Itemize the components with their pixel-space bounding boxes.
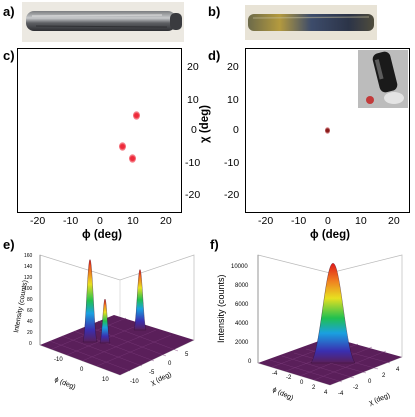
- panel-label-d: d): [208, 48, 221, 63]
- plot-e-phitick-m10: -10: [54, 357, 63, 363]
- plot-e-ztick-0: 0: [29, 341, 32, 347]
- plot-e-ztick-80: 80: [27, 297, 33, 303]
- plot-e-ztick-20: 20: [27, 330, 33, 336]
- plot-d-xtick-10: 10: [355, 215, 367, 227]
- metal-rod-image: [26, 11, 182, 31]
- inset-photo: [358, 50, 408, 108]
- plot-d-ytick-m20: -20: [224, 189, 240, 201]
- plot-f-chitick-m2: -2: [353, 385, 359, 391]
- plot-f-ylabel: χ (deg): [368, 392, 391, 407]
- plot-e-chitick-5: 5: [185, 352, 189, 358]
- panel-label-f: f): [210, 237, 219, 252]
- plot-f-zlabel: Intensity (counts): [216, 274, 226, 343]
- plot-c-ytick-0: 0: [191, 124, 197, 136]
- plot-f-xlabel: ϕ (deg): [271, 386, 294, 402]
- plot-c-xtick-20: 20: [160, 215, 172, 227]
- panel-label-c: c): [3, 48, 15, 63]
- photo-a: [22, 2, 184, 42]
- plot-c-data-layer: [18, 49, 181, 212]
- plot-f-peak-1: [310, 263, 356, 364]
- plot-e-ztick-100: 100: [24, 286, 33, 292]
- plot-c-ytick-20: 20: [187, 61, 199, 73]
- plot-e-ztick-40: 40: [27, 319, 33, 325]
- sample-holder-image: [358, 50, 408, 108]
- plot-f-ztick-10000: 10000: [231, 264, 248, 270]
- plot-d-ytick-10: 10: [227, 94, 239, 106]
- plot-c-xtick-0: 0: [97, 215, 103, 227]
- plot-d-xtick-20: 20: [388, 215, 400, 227]
- plot-e-ztick-160: 160: [24, 253, 33, 259]
- plot-d-xtick-0: 0: [325, 215, 331, 227]
- plot-d-ytick-m10: -10: [224, 157, 240, 169]
- plot-f-ztick-8000: 8000: [235, 283, 249, 289]
- plot-e-ztick-60: 60: [27, 308, 33, 314]
- plot-e-peak-3: [133, 269, 147, 331]
- panel-label-a: a): [3, 4, 15, 19]
- diffraction-spot: [133, 111, 141, 121]
- panel-label-e: e): [3, 237, 15, 252]
- plot-e-phitick-10: 10: [102, 377, 109, 383]
- plot-f-chitick-4: 4: [396, 367, 400, 373]
- plot-c-ytick-10: 10: [187, 94, 199, 106]
- plot-d-ylabel: χ (deg): [198, 105, 211, 143]
- plot-c-xlabel: ϕ (deg): [82, 229, 122, 241]
- diffraction-spot: [128, 153, 136, 163]
- plot-f-chitick-2: 2: [382, 373, 386, 379]
- plot-f-phitick-0: 0: [300, 380, 304, 386]
- plot-e-peak-2: [99, 298, 111, 344]
- plot-f-surface: 0 2000 4000 6000 8000 10000 Intensity (c…: [216, 254, 403, 407]
- plot-d-axes: [245, 48, 410, 213]
- plot-f-phitick-4: 4: [324, 390, 328, 396]
- plot-e-chitick-m5: -5: [149, 370, 155, 376]
- plot-e-phitick-0: 0: [80, 367, 84, 373]
- plot-f-chitick-0: 0: [368, 379, 372, 385]
- plot-d-ytick-20: 20: [227, 61, 239, 73]
- plot-e-ztick-120: 120: [24, 275, 33, 281]
- plot-f-ztick-0: 0: [248, 359, 252, 365]
- diffraction-spot: [118, 142, 126, 152]
- plot-e-xlabel: ϕ (deg): [53, 376, 76, 391]
- plot-c-ytick-m10: -10: [185, 157, 201, 169]
- plot-c-xtick-m10: -10: [63, 215, 79, 227]
- plot-f-phitick-m4: -4: [272, 371, 278, 377]
- diffraction-spot: [325, 127, 330, 134]
- panel-label-b: b): [208, 4, 221, 19]
- plot-d-data-layer: [246, 49, 409, 212]
- plot-c-xtick-m20: -20: [30, 215, 46, 227]
- photo-b: [245, 5, 377, 40]
- plot-f-phitick-m2: -2: [286, 375, 292, 381]
- plot-c-axes: [17, 48, 182, 213]
- plot-e-peak-1: [82, 259, 98, 343]
- plot-c-xtick-10: 10: [127, 215, 139, 227]
- plot-d-ytick-0: 0: [233, 124, 239, 136]
- plot-d-xlabel: ϕ (deg): [310, 229, 350, 241]
- plot-e-surface: 0 20 40 60 80 100 120 140 160 Intensity …: [13, 253, 195, 391]
- plot-f-chitick-m4: -4: [338, 391, 344, 397]
- plot-d-xtick-m10: -10: [291, 215, 307, 227]
- plot-f-ztick-6000: 6000: [235, 302, 249, 308]
- plot-d-xtick-m20: -20: [258, 215, 274, 227]
- plot-f-ztick-4000: 4000: [235, 321, 249, 327]
- plot-e-chitick-0: 0: [168, 361, 172, 367]
- plot-f-ztick-2000: 2000: [235, 340, 249, 346]
- plot-e-ztick-140: 140: [24, 264, 33, 270]
- crystal-rod-image: [248, 14, 374, 31]
- plot-f-phitick-2: 2: [312, 385, 316, 391]
- plot-e-chitick-m10: -10: [130, 379, 139, 385]
- plot-e-zlabel: Intensity (counts): [13, 280, 29, 334]
- plot-c-ytick-m20: -20: [185, 189, 201, 201]
